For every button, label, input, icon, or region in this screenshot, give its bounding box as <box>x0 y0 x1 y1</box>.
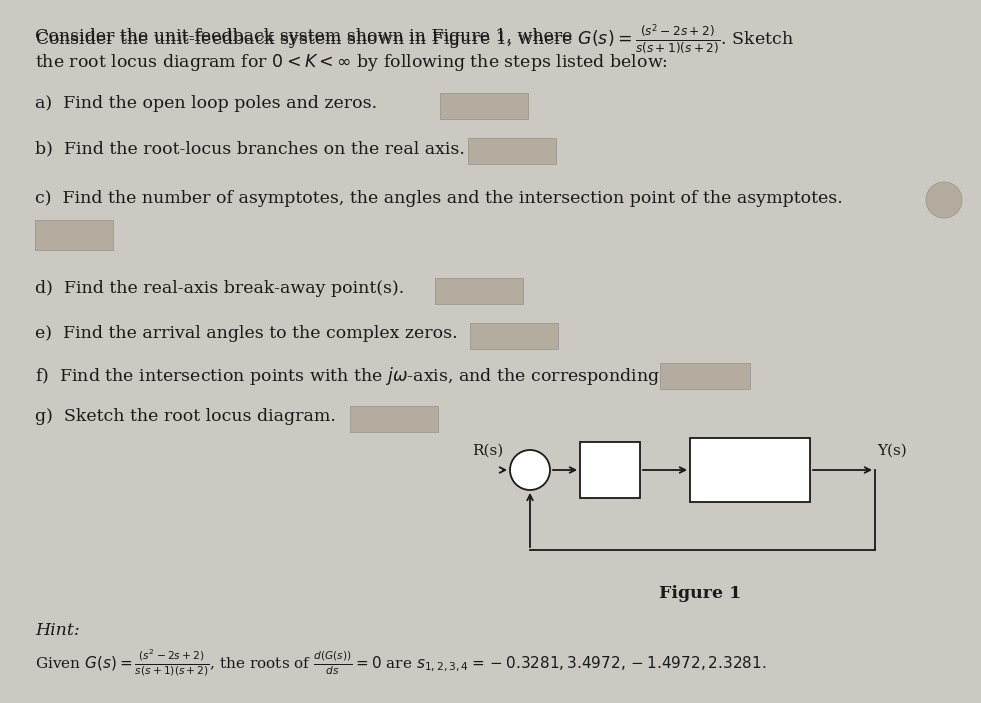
Text: b)  Find the root-locus branches on the real axis.: b) Find the root-locus branches on the r… <box>35 140 465 157</box>
Text: d)  Find the real-axis break-away point(s).: d) Find the real-axis break-away point(s… <box>35 280 404 297</box>
Text: R(s): R(s) <box>472 444 503 458</box>
Text: g)  Sketch the root locus diagram.: g) Sketch the root locus diagram. <box>35 408 336 425</box>
Text: Y(s): Y(s) <box>877 444 906 458</box>
Text: +: + <box>517 470 528 484</box>
Circle shape <box>510 450 550 490</box>
Bar <box>350 406 438 432</box>
Bar <box>435 278 523 304</box>
Bar <box>35 220 113 250</box>
Text: a)  Find the open loop poles and zeros.: a) Find the open loop poles and zeros. <box>35 95 377 112</box>
Bar <box>580 442 640 498</box>
Bar <box>660 363 750 389</box>
Text: Consider the unit-feedback system shown in Figure 1, where: Consider the unit-feedback system shown … <box>35 28 578 45</box>
Bar <box>470 323 558 349</box>
Text: e)  Find the arrival angles to the complex zeros.: e) Find the arrival angles to the comple… <box>35 325 457 342</box>
Bar <box>440 93 528 119</box>
Text: Consider the unit-feedback system shown in Figure 1, where $G(s) = \frac{(s^2-2s: Consider the unit-feedback system shown … <box>35 22 794 56</box>
Text: f)  Find the intersection points with the $j\omega$-axis, and the corresponding : f) Find the intersection points with the… <box>35 365 743 387</box>
Bar <box>690 438 810 502</box>
Text: c)  Find the number of asymptotes, the angles and the intersection point of the : c) Find the number of asymptotes, the an… <box>35 190 843 207</box>
Text: Given $G(s) = \frac{(s^2-2s+2)}{s(s+1)(s+2)}$, the roots of $\frac{d(G(s))}{ds} : Given $G(s) = \frac{(s^2-2s+2)}{s(s+1)(s… <box>35 648 766 678</box>
Circle shape <box>926 182 962 218</box>
Text: the root locus diagram for $0 < K < \infty$ by following the steps listed below:: the root locus diagram for $0 < K < \inf… <box>35 52 668 73</box>
Text: Figure 1: Figure 1 <box>659 585 741 602</box>
Bar <box>468 138 556 164</box>
Text: K: K <box>602 461 618 479</box>
Text: G(s): G(s) <box>733 461 767 479</box>
Text: Hint:: Hint: <box>35 622 79 639</box>
